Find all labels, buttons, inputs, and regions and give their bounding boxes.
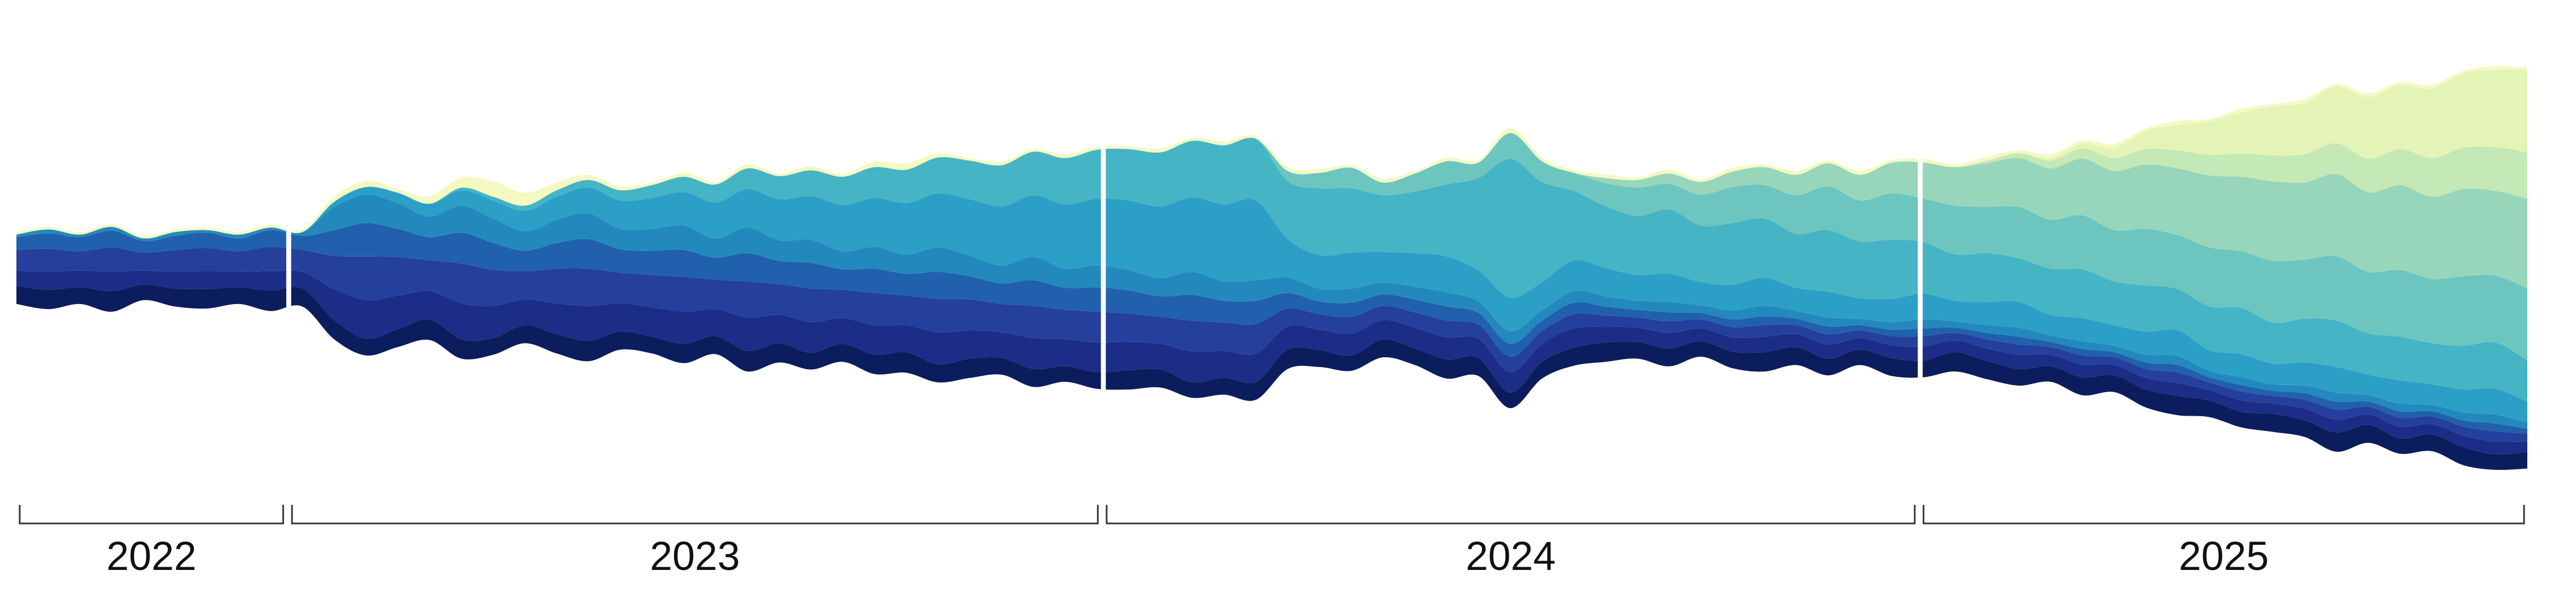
period-label-2025: 2025 xyxy=(2179,533,2269,579)
period-axis: 2022 2023 2024 2025 xyxy=(19,505,2525,579)
period-bracket-2024 xyxy=(1106,505,1916,525)
stream-layer-3 xyxy=(16,247,2527,442)
stream-layers xyxy=(16,66,2527,470)
period-label-2022: 2022 xyxy=(107,533,197,579)
stream-layer-7 xyxy=(16,137,2527,402)
stream-layer-12 xyxy=(16,66,2527,239)
stream-layer-2 xyxy=(16,270,2527,455)
period-bracket-2023 xyxy=(291,505,1099,525)
period-dividers xyxy=(286,0,1923,492)
stream-layer-8 xyxy=(16,133,2527,361)
period-bracket-2022 xyxy=(19,505,284,525)
period-label-2023: 2023 xyxy=(650,533,740,579)
stream-layer-1 xyxy=(16,284,2527,470)
stream-layer-4 xyxy=(16,223,2527,434)
stream-layer-6 xyxy=(16,187,2527,422)
period-label-2024: 2024 xyxy=(1466,533,1556,579)
period-bracket-2025 xyxy=(1922,505,2525,525)
stream-layer-9 xyxy=(16,133,2527,289)
